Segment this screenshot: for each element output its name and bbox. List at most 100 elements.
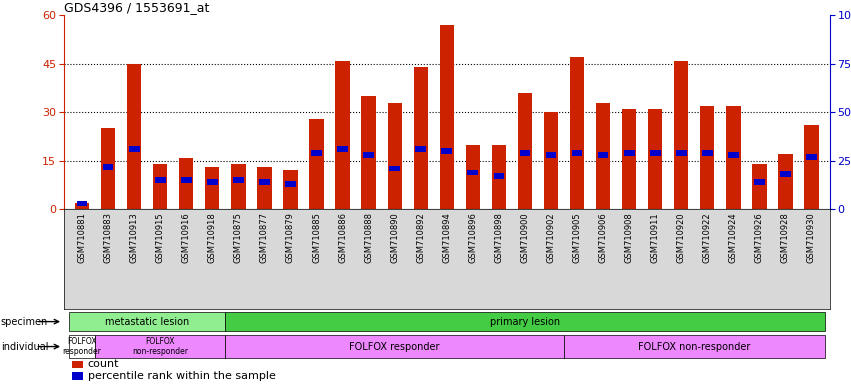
Text: GSM710928: GSM710928: [781, 212, 790, 263]
Text: GSM710920: GSM710920: [677, 212, 686, 263]
Bar: [726, 106, 740, 209]
Bar: [257, 167, 271, 209]
Text: GDS4396 / 1553691_at: GDS4396 / 1553691_at: [64, 1, 209, 14]
Text: GSM710930: GSM710930: [807, 212, 816, 263]
Bar: [101, 129, 115, 209]
Bar: [676, 150, 687, 156]
Text: GSM710900: GSM710900: [521, 212, 529, 263]
Bar: [127, 64, 141, 209]
Bar: [387, 103, 402, 209]
Bar: [806, 154, 817, 160]
FancyBboxPatch shape: [69, 335, 95, 358]
Bar: [389, 166, 400, 172]
Bar: [570, 57, 584, 209]
Text: GSM710875: GSM710875: [234, 212, 243, 263]
Text: GSM710905: GSM710905: [573, 212, 581, 263]
FancyBboxPatch shape: [69, 312, 226, 331]
Bar: [544, 113, 558, 209]
Text: FOLFOX non-responder: FOLFOX non-responder: [638, 341, 751, 352]
Bar: [779, 154, 792, 209]
Bar: [310, 119, 323, 209]
Bar: [155, 177, 166, 183]
Bar: [181, 177, 191, 183]
Text: GSM710881: GSM710881: [77, 212, 87, 263]
Text: GSM710879: GSM710879: [286, 212, 295, 263]
Bar: [129, 146, 140, 152]
Text: GSM710885: GSM710885: [312, 212, 321, 263]
Bar: [153, 164, 168, 209]
FancyBboxPatch shape: [226, 312, 825, 331]
FancyBboxPatch shape: [226, 335, 564, 358]
Bar: [572, 150, 582, 156]
Bar: [414, 67, 428, 209]
Bar: [520, 150, 530, 156]
Bar: [648, 109, 662, 209]
Bar: [207, 179, 218, 185]
Text: primary lesion: primary lesion: [490, 316, 560, 327]
Bar: [780, 172, 791, 177]
Bar: [77, 200, 88, 206]
Text: GSM710913: GSM710913: [129, 212, 139, 263]
Text: GSM710894: GSM710894: [443, 212, 451, 263]
Bar: [362, 96, 376, 209]
Bar: [624, 150, 635, 156]
Bar: [363, 152, 374, 158]
Text: GSM710915: GSM710915: [156, 212, 165, 263]
Bar: [103, 164, 113, 169]
Bar: [545, 152, 557, 158]
Bar: [337, 146, 348, 152]
Text: FOLFOX
non-responder: FOLFOX non-responder: [132, 337, 188, 356]
Bar: [205, 167, 220, 209]
Text: GSM710924: GSM710924: [728, 212, 738, 263]
Text: GSM710926: GSM710926: [755, 212, 764, 263]
Bar: [179, 157, 193, 209]
Text: GSM710877: GSM710877: [260, 212, 269, 263]
FancyBboxPatch shape: [95, 335, 226, 358]
Bar: [674, 61, 688, 209]
Text: GSM710892: GSM710892: [416, 212, 426, 263]
Bar: [311, 150, 322, 156]
Bar: [650, 150, 660, 156]
Text: GSM710922: GSM710922: [703, 212, 711, 263]
Bar: [285, 181, 296, 187]
Text: metastatic lesion: metastatic lesion: [105, 316, 189, 327]
Bar: [467, 169, 478, 175]
Bar: [465, 145, 480, 209]
Bar: [233, 177, 243, 183]
Text: specimen: specimen: [1, 316, 49, 327]
Text: GSM710906: GSM710906: [598, 212, 608, 263]
Bar: [259, 179, 270, 185]
Bar: [754, 179, 765, 185]
Bar: [335, 61, 350, 209]
Bar: [700, 106, 715, 209]
Text: GSM710911: GSM710911: [651, 212, 660, 263]
Bar: [728, 152, 739, 158]
Text: GSM710902: GSM710902: [546, 212, 556, 263]
Text: GSM710886: GSM710886: [338, 212, 347, 263]
Bar: [622, 109, 637, 209]
Bar: [494, 174, 505, 179]
Bar: [517, 93, 532, 209]
Text: GSM710890: GSM710890: [390, 212, 399, 263]
Text: GSM710908: GSM710908: [625, 212, 634, 263]
Text: GSM710896: GSM710896: [468, 212, 477, 263]
Text: GSM710916: GSM710916: [182, 212, 191, 263]
Text: individual: individual: [1, 341, 49, 352]
Bar: [804, 125, 819, 209]
Text: GSM710918: GSM710918: [208, 212, 217, 263]
FancyBboxPatch shape: [564, 335, 825, 358]
Text: count: count: [88, 359, 119, 369]
Bar: [75, 203, 89, 209]
Bar: [492, 145, 506, 209]
Text: percentile rank within the sample: percentile rank within the sample: [88, 371, 276, 381]
Bar: [442, 148, 452, 154]
Text: GSM710883: GSM710883: [104, 212, 112, 263]
Bar: [752, 164, 767, 209]
Text: FOLFOX
responder: FOLFOX responder: [63, 337, 101, 356]
Text: GSM710898: GSM710898: [494, 212, 504, 263]
Bar: [415, 146, 426, 152]
Bar: [231, 164, 246, 209]
Bar: [440, 25, 454, 209]
Bar: [702, 150, 712, 156]
Bar: [597, 152, 608, 158]
